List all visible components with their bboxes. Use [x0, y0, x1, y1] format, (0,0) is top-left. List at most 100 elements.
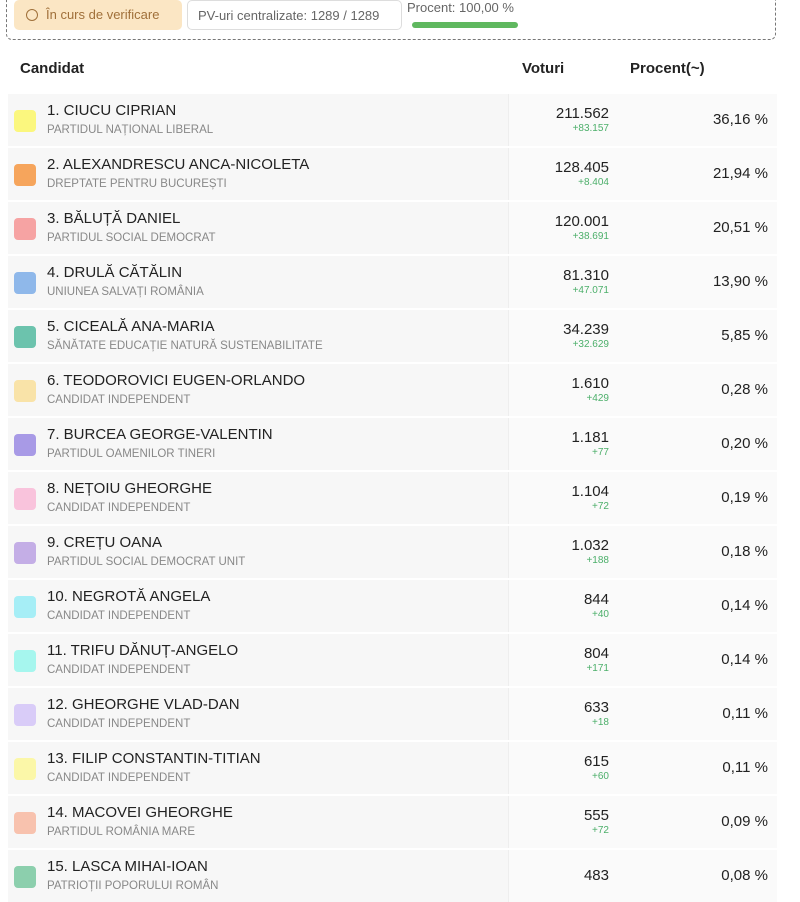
- votes-delta: +188: [586, 555, 609, 566]
- percent: 0,08 %: [721, 867, 768, 884]
- table-row: 5. CICEALĂ ANA-MARIA SĂNĂTATE EDUCAȚIE NA…: [8, 310, 777, 362]
- votes-delta: +77: [592, 447, 609, 458]
- votes-cell: [508, 364, 777, 416]
- candidate-name: 4. DRULĂ CĂTĂLIN: [47, 264, 183, 281]
- candidate-name: 3. BĂLUȚĂ DANIEL: [47, 210, 181, 227]
- party-name: CANDIDAT INDEPENDENT: [47, 718, 191, 730]
- percent: 0,20 %: [721, 435, 768, 452]
- candidate-name: 10. NEGROTĂ ANGELA: [47, 588, 211, 605]
- percent-label: Procent: 100,00 %: [407, 0, 514, 15]
- status-badge: În curs de verificare: [14, 0, 182, 30]
- table-row: 1. CIUCU CIPRIAN PARTIDUL NAȚIONAL LIBERA…: [8, 94, 777, 146]
- color-swatch: [14, 758, 36, 780]
- table-row: 8. NEȚOIU GHEORGHE CANDIDAT INDEPENDENT 1.…: [8, 472, 777, 524]
- table-row: 6. TEODOROVICI EUGEN-ORLANDO CANDIDAT IND…: [8, 364, 777, 416]
- percent: 36,16 %: [712, 111, 768, 128]
- column-header: Procent(~): [630, 60, 705, 77]
- votes-delta: +8.404: [578, 177, 609, 188]
- votes-delta: +171: [586, 663, 609, 674]
- column-header: Voturi: [522, 60, 565, 77]
- percent: 0,19 %: [721, 489, 768, 506]
- percent: 13,90 %: [712, 273, 768, 290]
- candidate-name: 13. FILIP CONSTANTIN-TITIAN: [47, 750, 261, 767]
- color-swatch: [14, 488, 36, 510]
- percent: 0,28 %: [721, 381, 768, 398]
- votes: 34.239: [563, 321, 609, 338]
- color-swatch: [14, 218, 36, 240]
- votes-delta: +60: [592, 771, 609, 782]
- percent: 0,11 %: [722, 759, 768, 776]
- candidate-name: 11. TRIFU DĂNUȚ-ANGELO: [47, 642, 239, 659]
- votes-delta: +32.629: [572, 339, 609, 350]
- votes: 804: [583, 645, 609, 662]
- candidate-name: 6. TEODOROVICI EUGEN-ORLANDO: [47, 372, 306, 389]
- votes: 633: [583, 699, 609, 716]
- votes-cell: [508, 526, 777, 578]
- votes-delta: +47.071: [572, 285, 609, 296]
- votes-cell: [508, 850, 777, 902]
- color-swatch: [14, 326, 36, 348]
- votes: 844: [583, 591, 609, 608]
- votes-cell: [508, 148, 777, 200]
- header-box: [6, 0, 776, 40]
- table-row: 13. FILIP CONSTANTIN-TITIAN CANDIDAT INDE…: [8, 742, 777, 794]
- table-row: 4. DRULĂ CĂTĂLIN UNIUNEA SALVAȚI ROMÂNIA 8…: [8, 256, 777, 308]
- votes-cell: [508, 796, 777, 848]
- party-name: PATRIOȚII POPORULUI ROMÂN: [47, 880, 219, 892]
- votes-delta: +72: [592, 825, 609, 836]
- color-swatch: [14, 380, 36, 402]
- votes-delta: +18: [592, 717, 609, 728]
- candidate-name: 15. LASCA MIHAI-IOAN: [47, 858, 208, 875]
- votes: 81.310: [563, 267, 609, 284]
- votes: 211.562: [555, 105, 609, 122]
- table-row: 2. ALEXANDRESCU ANCA-NICOLETA DREPTATE PE…: [8, 148, 777, 200]
- table-row: 3. BĂLUȚĂ DANIEL PARTIDUL SOCIAL DEMOCRAT…: [8, 202, 777, 254]
- votes: 120.001: [554, 213, 609, 230]
- candidate-name: 7. BURCEA GEORGE-VALENTIN: [47, 426, 273, 443]
- color-swatch: [14, 272, 36, 294]
- color-swatch: [14, 110, 36, 132]
- votes-cell: [508, 472, 777, 524]
- votes: 555: [583, 807, 609, 824]
- color-swatch: [14, 164, 36, 186]
- votes: 128.405: [554, 159, 609, 176]
- party-name: SĂNĂTATE EDUCAȚIE NATURĂ SUSTENABILITATE: [47, 340, 323, 352]
- color-swatch: [14, 596, 36, 618]
- table-row: 12. GHEORGHE VLAD-DAN CANDIDAT INDEPENDEN…: [8, 688, 777, 740]
- candidate-name: 5. CICEALĂ ANA-MARIA: [47, 318, 215, 335]
- votes-cell: [508, 94, 777, 146]
- candidate-name: 2. ALEXANDRESCU ANCA-NICOLETA: [47, 156, 310, 173]
- table-row: 14. MACOVEI GHEORGHE PARTIDUL ROMÂNIA MAR…: [8, 796, 777, 848]
- party-name: PARTIDUL ROMÂNIA MARE: [47, 826, 196, 838]
- party-name: CANDIDAT INDEPENDENT: [47, 772, 191, 784]
- percent: 0,14 %: [721, 597, 768, 614]
- candidate-name: 1. CIUCU CIPRIAN: [47, 102, 177, 119]
- color-swatch: [14, 434, 36, 456]
- votes-cell: [508, 310, 777, 362]
- table-row: 7. BURCEA GEORGE-VALENTIN PARTIDUL OAMENI…: [8, 418, 777, 470]
- votes-delta: +40: [592, 609, 609, 620]
- table-row: 15. LASCA MIHAI-IOAN PATRIOȚII POPORULUI …: [8, 850, 777, 902]
- candidate-name: 12. GHEORGHE VLAD-DAN: [47, 696, 240, 713]
- party-name: DREPTATE PENTRU BUCUREȘTI: [47, 178, 227, 190]
- candidate-name: 8. NEȚOIU GHEORGHE: [47, 480, 213, 497]
- votes-cell: [508, 688, 777, 740]
- percent: 0,18 %: [721, 543, 768, 560]
- table-row: 11. TRIFU DĂNUȚ-ANGELO CANDIDAT INDEPENDE…: [8, 634, 777, 686]
- color-swatch: [14, 812, 36, 834]
- votes: 483: [583, 867, 609, 884]
- party-name: UNIUNEA SALVAȚI ROMÂNIA: [47, 286, 204, 298]
- votes-cell: [508, 580, 777, 632]
- color-swatch: [14, 866, 36, 888]
- party-name: CANDIDAT INDEPENDENT: [47, 664, 191, 676]
- progress-bar: [412, 22, 518, 28]
- votes-cell: [508, 634, 777, 686]
- percent: 0,09 %: [721, 813, 768, 830]
- candidate-name: 14. MACOVEI GHEORGHE: [47, 804, 233, 821]
- votes: 1.181: [571, 429, 609, 446]
- votes: 1.610: [571, 375, 609, 392]
- votes-delta: +38.691: [572, 231, 609, 242]
- votes: 1.032: [571, 537, 609, 554]
- party-name: PARTIDUL NAȚIONAL LIBERAL: [47, 124, 214, 136]
